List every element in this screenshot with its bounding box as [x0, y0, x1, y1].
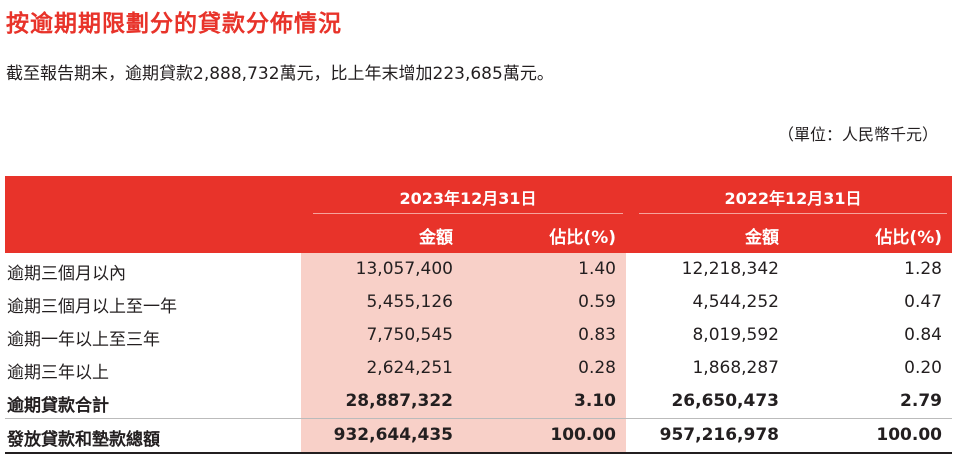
amount-2023: 28,887,322 [345, 391, 453, 411]
pct-2022: 0.47 [904, 292, 942, 312]
row-label: 逾期三個月以內 [7, 264, 126, 284]
pct-2022: 0.20 [904, 358, 942, 378]
pct-2022: 100.00 [876, 425, 942, 445]
page-title: 按逾期期限劃分的貸款分佈情況 [6, 11, 342, 37]
pct-2022: 0.84 [904, 325, 942, 345]
table-row: 逾期三個月以上至一年 5,455,126 0.59 4,544,252 0.47 [5, 286, 952, 319]
amount-2023: 7,750,545 [366, 325, 453, 345]
pct-2022: 1.28 [904, 259, 942, 279]
pct-header-2023: 佔比(%) [549, 228, 616, 248]
amount-2023: 932,644,435 [333, 425, 453, 445]
period-header-2022: 2022年12月31日 [724, 189, 862, 208]
amount-2022: 957,216,978 [659, 425, 779, 445]
pct-2023: 0.59 [578, 292, 616, 312]
subtotal-row: 逾期貸款合計 28,887,322 3.10 26,650,473 2.79 [5, 385, 952, 418]
overdue-loans-table: 2023年12月31日 2022年12月31日 金額 佔比(%) 金額 佔比(%… [5, 176, 952, 454]
amount-2022: 4,544,252 [692, 292, 779, 312]
table-row: 逾期一年以上至三年 7,750,545 0.83 8,019,592 0.84 [5, 319, 952, 352]
amount-2022: 8,019,592 [692, 325, 779, 345]
pct-2023: 1.40 [578, 259, 616, 279]
table-row: 逾期三年以上 2,624,251 0.28 1,868,287 0.20 [5, 352, 952, 385]
pct-2023: 0.28 [578, 358, 616, 378]
summary-text: 截至報告期末，逾期貸款2,888,732萬元，比上年末增加223,685萬元。 [6, 64, 554, 84]
row-label: 逾期貸款合計 [7, 396, 109, 416]
amount-header-2023: 金額 [419, 228, 453, 248]
table-header: 2023年12月31日 2022年12月31日 金額 佔比(%) 金額 佔比(%… [5, 176, 952, 253]
total-row: 發放貸款和墊款總額 932,644,435 100.00 957,216,978… [5, 418, 952, 452]
pct-2023: 3.10 [574, 391, 616, 411]
amount-2023: 13,057,400 [355, 259, 453, 279]
pct-2022: 2.79 [900, 391, 942, 411]
amount-2022: 1,868,287 [692, 358, 779, 378]
pct-header-2022: 佔比(%) [875, 228, 942, 248]
header-divider-2023 [313, 213, 623, 214]
unit-label: （單位：人民幣千元） [777, 125, 938, 144]
table-body: 逾期三個月以內 13,057,400 1.40 12,218,342 1.28 … [5, 253, 952, 454]
table-bottom-rule [5, 452, 952, 454]
amount-2022: 12,218,342 [681, 259, 779, 279]
header-divider-2022 [639, 213, 947, 214]
amount-2022: 26,650,473 [671, 391, 779, 411]
amount-header-2022: 金額 [745, 228, 779, 248]
amount-2023: 2,624,251 [366, 358, 453, 378]
pct-2023: 100.00 [550, 425, 616, 445]
table-row: 逾期三個月以內 13,057,400 1.40 12,218,342 1.28 [5, 253, 952, 286]
row-label: 發放貸款和墊款總額 [7, 430, 160, 450]
row-label: 逾期三年以上 [7, 363, 109, 383]
pct-2023: 0.83 [578, 325, 616, 345]
row-label: 逾期三個月以上至一年 [7, 297, 177, 317]
amount-2023: 5,455,126 [366, 292, 453, 312]
row-label: 逾期一年以上至三年 [7, 330, 160, 350]
period-header-2023: 2023年12月31日 [399, 189, 537, 208]
